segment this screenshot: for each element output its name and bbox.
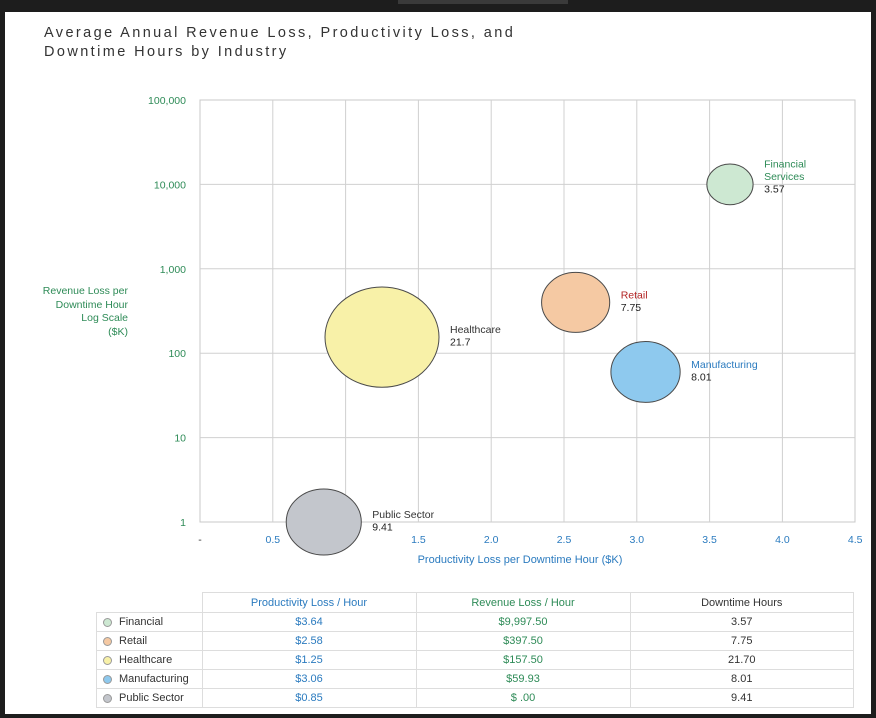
y-axis-label-line-4: ($K) (108, 325, 128, 338)
x-tick-label: 2.5 (557, 534, 572, 546)
downtime-cell: 8.01 (629, 669, 854, 689)
industry-name: Manufacturing (119, 673, 189, 685)
industry-cell: Financial (96, 612, 203, 632)
chart-title-line-1: Average Annual Revenue Loss, Productivit… (44, 25, 516, 41)
industry-cell: Retail (96, 631, 203, 651)
table-row: Public Sector $0.85 $ .00 9.41 (96, 688, 854, 708)
data-table: Productivity Loss / Hour Revenue Loss / … (96, 592, 854, 708)
productivity-cell: $2.58 (201, 631, 417, 651)
bubble-manufacturing (610, 340, 681, 403)
productivity-cell: $0.85 (201, 688, 417, 708)
bubble-retail (541, 271, 611, 333)
industry-cell: Manufacturing (96, 669, 203, 689)
revenue-cell: $59.93 (415, 669, 631, 689)
legend-dot-icon (103, 693, 112, 703)
bubble-label: Financial (764, 158, 806, 170)
bubble-value-label: 21.7 (450, 337, 471, 349)
legend-dot-icon (103, 655, 112, 665)
x-tick-label: 3.0 (629, 534, 644, 546)
window-frame-left (0, 12, 5, 718)
table-row: Manufacturing $3.06 $59.93 8.01 (96, 669, 854, 689)
x-tick-label: - (198, 534, 202, 546)
bubble-label: Healthcare (450, 324, 501, 336)
y-axis-label-line-1: Revenue Loss per (42, 285, 128, 297)
productivity-cell: $1.25 (201, 650, 417, 670)
industry-cell: Public Sector (96, 688, 203, 708)
table-header-blank (96, 592, 203, 613)
productivity-cell: $3.06 (201, 669, 417, 689)
table-row: Financial $3.64 $9,997.50 3.57 (96, 612, 854, 632)
revenue-cell: $157.50 (415, 650, 631, 670)
industry-name: Retail (119, 635, 148, 647)
y-tick-label: 1,000 (160, 264, 186, 276)
revenue-cell: $397.50 (415, 631, 631, 651)
productivity-cell: $3.64 (201, 612, 417, 632)
industry-cell: Healthcare (96, 650, 203, 670)
x-tick-label: 4.5 (848, 534, 863, 546)
bubble-public-sector (285, 488, 362, 556)
bubble-value-label: 8.01 (691, 371, 712, 383)
downtime-cell: 21.70 (629, 650, 854, 670)
window-frame-bottom (0, 714, 876, 718)
downtime-cell: 9.41 (629, 688, 854, 708)
bubble-label: Public Sector (372, 509, 434, 521)
legend-dot-icon (103, 674, 112, 684)
industry-name: Healthcare (119, 654, 173, 666)
x-tick-label: 0.5 (265, 534, 280, 546)
legend-dot-icon (103, 636, 112, 646)
y-axis-label-line-2: Downtime Hour (55, 298, 128, 311)
y-tick-label: 10 (174, 433, 186, 445)
bubble-label: Services (764, 171, 804, 183)
window-top-bar (0, 0, 876, 12)
y-tick-label: 100 (168, 348, 186, 360)
bubble-financial-services (706, 163, 754, 206)
x-tick-label: 4.0 (775, 534, 790, 546)
y-tick-label: 1 (180, 517, 186, 529)
bubble-label: Retail (621, 289, 648, 301)
window-frame-right (871, 12, 876, 718)
table-row: Healthcare $1.25 $157.50 21.70 (96, 650, 854, 670)
table-header-downtime: Downtime Hours (629, 592, 854, 613)
x-tick-label: 1.5 (411, 534, 426, 546)
table-header-revenue: Revenue Loss / Hour (415, 592, 631, 613)
y-tick-label: 10,000 (154, 179, 186, 191)
x-axis-label: Productivity Loss per Downtime Hour ($K) (417, 554, 623, 566)
downtime-cell: 7.75 (629, 631, 854, 651)
x-tick-label: 3.5 (702, 534, 717, 546)
bubble-value-label: 3.57 (764, 183, 785, 195)
bubble-label: Manufacturing (691, 359, 758, 371)
industry-name: Financial (119, 616, 164, 628)
revenue-cell: $9,997.50 (415, 612, 631, 632)
chart-title-line-2: Downtime Hours by Industry (44, 44, 289, 60)
industry-name: Public Sector (119, 692, 184, 704)
bubble-value-label: 9.41 (372, 522, 393, 534)
table-header-productivity: Productivity Loss / Hour (201, 592, 417, 613)
table-row: Retail $2.58 $397.50 7.75 (96, 631, 854, 651)
downtime-cell: 3.57 (629, 612, 854, 632)
plot-area (199, 99, 856, 523)
y-axis-label-line-3: Log Scale (81, 312, 128, 324)
chart-title: Average Annual Revenue Loss, Productivit… (44, 24, 515, 62)
x-tick-label: 2.0 (484, 534, 499, 546)
bubble-value-label: 7.75 (621, 302, 642, 314)
y-tick-label: 100,000 (148, 95, 186, 107)
legend-dot-icon (103, 617, 112, 627)
window-top-tab (398, 0, 568, 4)
y-axis-label: Revenue Loss per Downtime Hour Log Scale… (10, 285, 128, 339)
bubble-healthcare (324, 286, 440, 388)
table-header-row: Productivity Loss / Hour Revenue Loss / … (96, 592, 854, 613)
revenue-cell: $ .00 (415, 688, 631, 708)
bubble-chart: 100,00010,0001,000100101-0.51.01.52.02.5… (148, 95, 863, 556)
